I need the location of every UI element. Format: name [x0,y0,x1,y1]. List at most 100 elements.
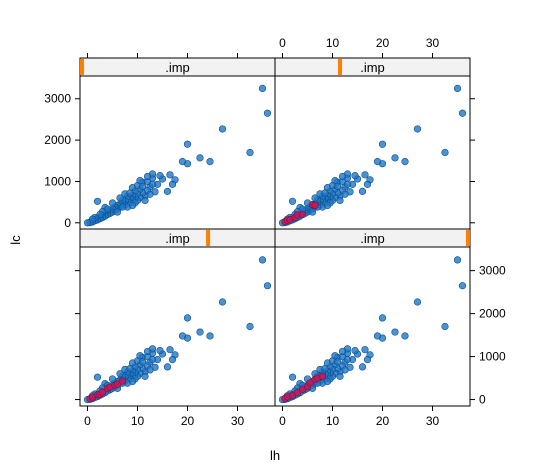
x-tick-label: 30 [231,414,245,428]
observed-point [116,370,124,378]
observed-point [458,282,467,290]
observed-point [441,148,449,157]
observed-point [126,365,134,373]
observed-point [331,177,339,185]
x-tick-label: 0 [279,414,286,428]
observed-point [156,172,164,180]
observed-point [113,208,122,216]
observed-point [148,180,157,188]
observed-point [378,314,387,322]
imputed-point [318,372,327,380]
panel-strip-label: .imp [360,60,385,75]
observed-point [343,180,352,188]
observed-point [323,201,332,210]
observed-point [391,154,399,162]
observed-point [361,346,369,354]
observed-point [126,189,134,197]
observed-point [163,187,172,195]
observed-point [413,298,422,306]
observed-point [336,372,344,380]
observed-point [323,377,332,386]
observed-point [93,373,102,381]
observed-point [156,346,164,355]
panel-strip [274,57,471,77]
points [83,84,467,404]
observed-point [351,346,359,355]
x-tick-label: 20 [376,414,390,428]
observed-point [321,365,329,373]
observed-point [128,201,137,210]
y-tick-label: 3000 [479,264,506,278]
observed-point [136,177,144,185]
x-tick-label: 30 [426,36,440,50]
observed-point [146,190,154,198]
imputed-point [311,201,319,210]
strip-level-marker [466,230,470,246]
observed-point [441,322,449,331]
y-tick-label: 0 [64,216,71,230]
observed-point [146,366,154,374]
y-tick-label: 2000 [44,133,71,147]
observed-point [196,154,204,162]
panel-strip-label: .imp [360,231,385,246]
observed-point [358,363,367,371]
imputed-point [118,377,127,385]
observed-point [206,332,214,340]
strip-level-marker [80,59,84,75]
observed-point [263,109,272,117]
observed-point [288,373,297,381]
imputed-point [306,379,314,387]
observed-point [166,171,174,179]
observed-point [128,377,137,386]
observed-point [108,199,117,207]
x-tick-label: 20 [181,414,195,428]
observed-point [341,366,349,374]
observed-point [246,148,254,157]
observed-point [458,109,467,117]
x-tick-label: 10 [326,36,340,50]
observed-point [183,314,192,322]
observed-point [206,157,214,166]
observed-point [178,157,187,166]
imputed-point [293,389,302,397]
observed-point [138,358,147,366]
panel-frame [274,246,471,407]
observed-point [378,140,387,148]
strip-level-marker [206,230,211,246]
observed-point [196,328,204,336]
observed-point [336,196,344,205]
x-tick-label: 0 [84,414,91,428]
observed-point [183,140,192,148]
observed-point [118,203,127,211]
y-tick-label: 0 [479,393,486,407]
panel-strip-label: .imp [165,60,190,75]
y-tick-label: 3000 [44,92,71,106]
imputed-point [298,210,307,219]
observed-point [141,196,149,205]
x-tick-label: 10 [326,414,340,428]
observed-point [166,346,174,354]
observed-point [373,157,382,166]
observed-point [343,355,352,364]
observed-point [311,194,319,202]
observed-point [363,355,372,364]
observed-point [391,328,399,336]
observed-point [218,298,227,306]
observed-point [258,84,267,93]
observed-point [83,219,92,227]
y-tick-label: 1000 [479,350,506,364]
strip-level-marker [338,59,343,75]
observed-point [401,157,409,166]
x-tick-label: 0 [279,36,286,50]
observed-point [413,125,422,133]
observed-point [338,347,347,356]
y-tick-label: 2000 [479,307,506,321]
observed-point [143,172,152,181]
observed-point [331,352,339,360]
observed-point [116,194,124,202]
x-tick-label: 10 [131,414,145,428]
observed-point [163,363,172,371]
axes: 0 10 20 30 0 10 20 30 0 10 20 30 0 1000 2000 3000 0 1000 2… [44,36,506,428]
observed-point [108,375,117,383]
